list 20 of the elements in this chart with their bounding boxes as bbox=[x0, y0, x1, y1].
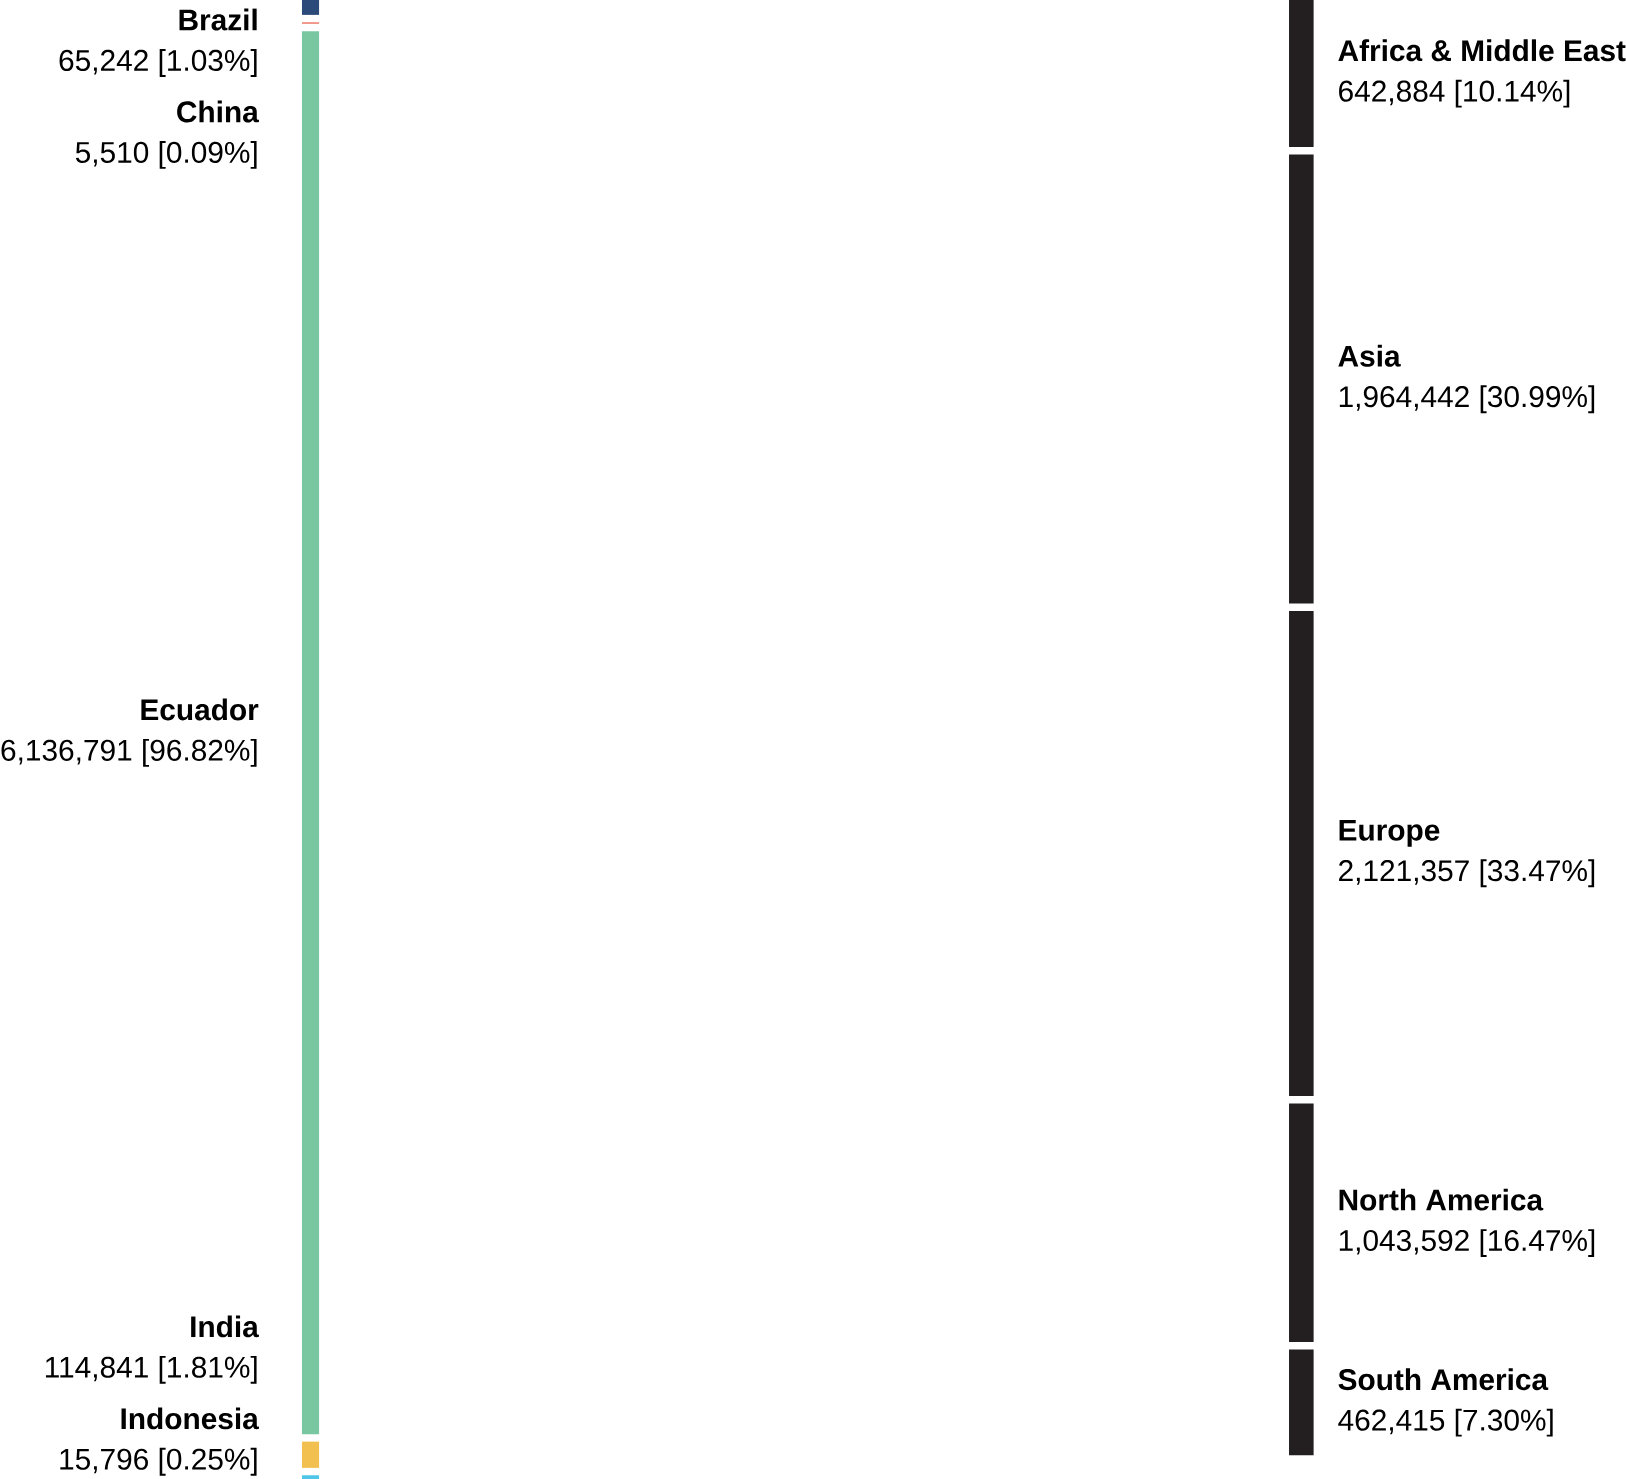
data-label: 642,884 [10.14%] bbox=[1339, 79, 1570, 108]
data-label: 6,136,791 [96.82%] bbox=[1, 738, 257, 767]
category-label: Ecuador bbox=[141, 698, 259, 721]
data-label: 1,964,442 [30.99%] bbox=[1339, 385, 1595, 414]
category-label: Brazil bbox=[179, 8, 257, 31]
category-label: Asia bbox=[1338, 344, 1401, 367]
category-label: Africa & Middle East bbox=[1338, 39, 1626, 62]
category-label: China bbox=[177, 100, 259, 123]
data-label: 114,841 [1.81%] bbox=[45, 1355, 257, 1384]
data-label: 2,121,357 [33.47%] bbox=[1339, 859, 1595, 888]
data-label: 5,510 [0.09%] bbox=[75, 141, 257, 169]
category-label: India bbox=[191, 1315, 259, 1338]
data-label: 1,043,592 [16.47%] bbox=[1339, 1229, 1595, 1257]
category-label: Indonesia bbox=[121, 1407, 259, 1430]
data-label: 15,796 [0.25%] bbox=[60, 1447, 257, 1476]
data-label: 65,242 [1.03%] bbox=[59, 49, 257, 77]
data-label: 462,415 [7.30%] bbox=[1338, 1408, 1553, 1437]
category-label: North America bbox=[1339, 1188, 1544, 1211]
category-label: South America bbox=[1338, 1368, 1549, 1391]
category-label: Europe bbox=[1339, 819, 1440, 847]
